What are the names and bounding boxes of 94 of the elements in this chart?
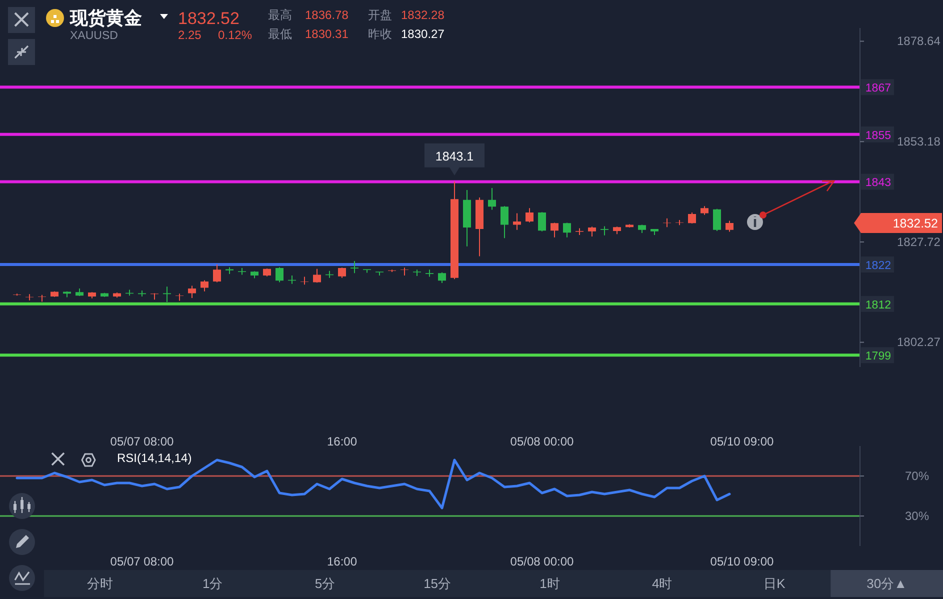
y-tick-label: 1878.64 <box>897 34 941 48</box>
candlestick <box>38 294 46 302</box>
candlestick <box>726 220 734 232</box>
ref-line-label: 1867 <box>865 82 891 95</box>
candlestick <box>88 292 96 298</box>
x-tick-label: 05/08 00:00 <box>510 434 574 449</box>
candlestick <box>338 268 346 278</box>
candlestick <box>113 292 121 298</box>
candlestick <box>363 269 371 273</box>
ref-line-label: 1812 <box>865 299 891 312</box>
candlestick <box>588 226 596 237</box>
candlestick <box>563 222 571 238</box>
candlestick <box>200 280 208 292</box>
candlestick <box>626 224 634 228</box>
ref-line-label: 1855 <box>865 130 891 142</box>
candlestick <box>376 272 384 276</box>
x-tick-label: 16:00 <box>326 434 358 449</box>
annotation: 0.12% <box>218 28 252 42</box>
candlestick <box>163 286 171 302</box>
text: 分时 <box>87 576 114 591</box>
y-tick-label: 30% <box>905 508 930 523</box>
chart-subtitle: XAUUSD <box>70 30 118 42</box>
candlestick <box>550 222 558 238</box>
candlestick <box>500 206 508 238</box>
candlestick <box>50 291 58 297</box>
y-tick-label: 70% <box>905 468 930 483</box>
annotation: 最低 <box>268 27 292 41</box>
text: 5分 <box>314 576 336 591</box>
candlestick <box>226 267 234 274</box>
candlestick <box>276 267 284 282</box>
text: 最高 <box>268 8 292 22</box>
text: 1832.52 <box>892 216 938 231</box>
candlestick <box>638 224 646 233</box>
annotation: 2.25 <box>178 28 202 42</box>
ref-line-label: 1843 <box>865 177 891 190</box>
text: 1分 <box>202 576 223 591</box>
candlestick <box>700 206 708 215</box>
candlestick <box>463 190 471 246</box>
candlestick <box>663 218 671 228</box>
candlestick <box>76 288 84 296</box>
chart-title: RSI(14,14,14) <box>117 451 192 465</box>
annotation: 1843.1 <box>435 149 474 164</box>
candlestick <box>313 268 321 283</box>
candlestick <box>150 293 158 300</box>
candlestick <box>350 260 358 274</box>
text: 15分 <box>424 576 452 591</box>
y-tick-label: 1802.27 <box>897 335 941 350</box>
annotation: 1830.31 <box>305 27 349 41</box>
y-tick-label: 1827.72 <box>897 234 941 249</box>
candlestick <box>576 228 584 235</box>
candlestick <box>188 286 196 298</box>
annotation: 1832.52 <box>178 9 240 28</box>
candlestick <box>488 188 496 210</box>
candlestick <box>426 270 434 277</box>
x-tick-label: 16:00 <box>326 554 358 569</box>
x-tick-label: 05/10 09:00 <box>710 434 774 449</box>
candlestick <box>600 226 608 236</box>
text: 1时 <box>540 576 560 591</box>
candlestick <box>513 213 521 230</box>
ref-line-label: 1822 <box>865 260 891 272</box>
candlestick <box>250 271 258 278</box>
candlestick <box>300 276 308 285</box>
x-tick-label: 05/08 00:00 <box>510 554 574 569</box>
text: 1832.28 <box>401 8 445 22</box>
annotation: 昨收 <box>368 27 392 41</box>
text: 4时 <box>652 576 672 591</box>
candlestick <box>613 226 621 234</box>
candlestick <box>526 208 534 222</box>
text: 日K <box>764 576 786 591</box>
candlestick <box>400 268 408 276</box>
text: 30分▲ <box>866 576 907 591</box>
candlestick <box>413 270 421 276</box>
ref-line-label: 1799 <box>865 350 891 363</box>
candlestick <box>688 212 696 224</box>
x-tick-label: 05/07 08:00 <box>110 434 174 449</box>
candlestick <box>650 229 658 235</box>
text: 1836.78 <box>305 8 349 22</box>
candlestick <box>213 264 221 282</box>
candlestick <box>238 268 246 275</box>
candlestick <box>450 181 458 280</box>
candlestick <box>476 198 484 256</box>
candlestick <box>713 208 721 232</box>
candlestick <box>263 268 271 276</box>
candlestick <box>538 212 546 232</box>
x-tick-label: 05/10 09:00 <box>710 554 774 569</box>
x-tick-label: 05/07 08:00 <box>110 554 174 569</box>
chart-title: 现货黄金 <box>69 8 142 28</box>
y-tick-label: 1853.18 <box>897 134 941 148</box>
candlestick <box>100 292 108 297</box>
candlestick <box>176 294 184 301</box>
candlestick <box>63 291 71 298</box>
text: 开盘 <box>368 8 392 22</box>
annotation: 1830.27 <box>401 27 445 41</box>
candlestick <box>438 272 446 284</box>
